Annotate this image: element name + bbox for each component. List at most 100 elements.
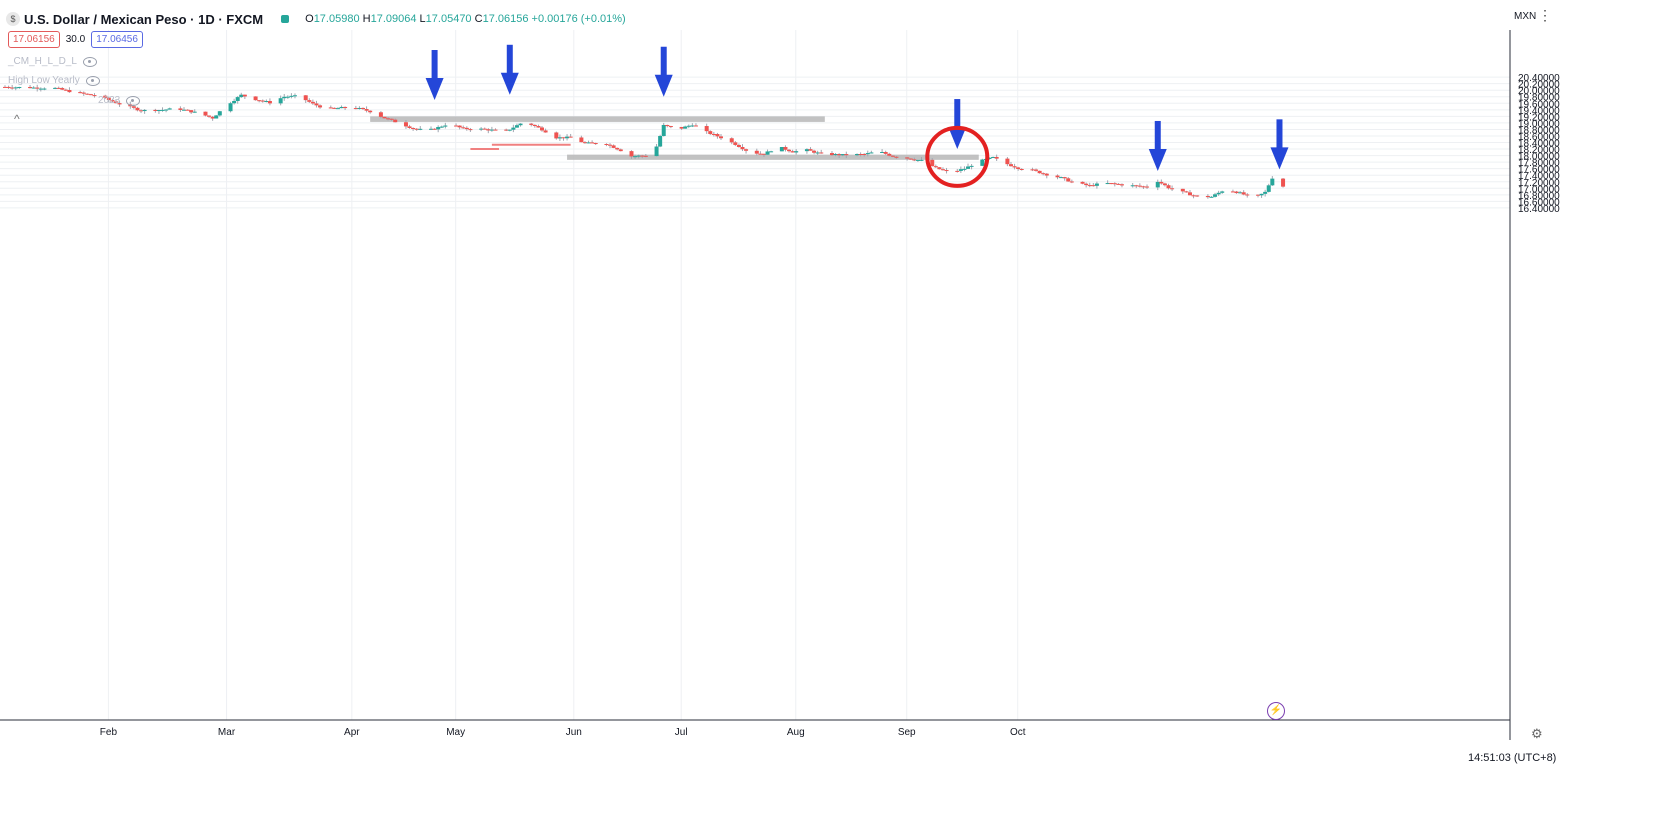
candle-body xyxy=(604,144,609,146)
candle-body xyxy=(429,128,434,130)
hide-eye-icon[interactable] xyxy=(126,95,141,106)
candle-body xyxy=(1184,191,1189,193)
candle-body xyxy=(439,126,444,128)
time-tick-label: Jun xyxy=(566,727,582,738)
candle-body xyxy=(1112,183,1117,185)
candle-body xyxy=(679,126,684,129)
symbol-title[interactable]: U.S. Dollar / Mexican Peso · 1D · FXCM xyxy=(24,11,264,27)
candle-body xyxy=(615,147,620,150)
candle-body xyxy=(787,149,792,152)
clock-time[interactable]: 14:51:03 (UTC+8) xyxy=(1468,752,1557,764)
candle-body xyxy=(1080,181,1085,184)
candle-body xyxy=(1087,185,1092,187)
candle-body xyxy=(267,101,272,104)
arrow-shaft xyxy=(431,50,438,81)
axes: 20.4000020.2000020.0000019.8000019.60000… xyxy=(0,30,1560,740)
candle-body xyxy=(210,116,215,119)
time-tick-label: Sep xyxy=(898,727,916,738)
candle-body xyxy=(167,108,172,110)
candle-body xyxy=(1266,185,1271,192)
candle-body xyxy=(10,87,15,89)
candle-body xyxy=(704,126,709,132)
candle-body xyxy=(1119,184,1124,186)
candle-body xyxy=(686,125,691,127)
candle-body xyxy=(554,132,559,139)
candle-body xyxy=(13,87,18,89)
arrow-head xyxy=(500,72,519,95)
highlight-circle xyxy=(925,125,990,188)
candle-body xyxy=(1216,192,1221,195)
candle-body xyxy=(693,125,698,127)
candle-body xyxy=(779,147,784,152)
candle-body xyxy=(457,125,462,128)
candle-body xyxy=(930,159,935,167)
candle-body xyxy=(719,136,723,139)
candle-body xyxy=(840,154,845,156)
candle-body xyxy=(42,88,47,90)
candle-body xyxy=(1066,178,1071,182)
price-tick-label: 18.40000 xyxy=(1518,139,1560,150)
candle-body xyxy=(182,109,186,111)
candle-body xyxy=(414,128,419,130)
candle-body xyxy=(1044,173,1049,176)
candle-body xyxy=(536,126,541,128)
candle-body xyxy=(819,152,824,154)
hide-eye-icon[interactable] xyxy=(85,75,100,86)
candle-body xyxy=(958,169,963,171)
indicator-3-label: 2023 xyxy=(98,95,121,106)
candle-body xyxy=(790,151,795,153)
candle-body xyxy=(661,124,666,136)
bolt-icon[interactable]: ⚡ xyxy=(1267,702,1285,720)
candle-body xyxy=(192,111,197,113)
candle-body xyxy=(364,109,369,111)
candle-body xyxy=(178,108,183,110)
candle-body xyxy=(1062,177,1067,179)
candle-body xyxy=(335,108,340,110)
price-tick-label: 20.00000 xyxy=(1518,86,1560,97)
indicator-3[interactable]: 2023 xyxy=(98,95,141,106)
buy-price-button[interactable]: 17.06456 xyxy=(91,31,143,48)
candle-body xyxy=(915,159,920,161)
candle-body xyxy=(1195,195,1200,197)
indicator-1[interactable]: _CM_H_L_D_L xyxy=(8,56,97,67)
candle-body xyxy=(894,156,899,158)
settings-gear-icon[interactable]: ⚙ xyxy=(1531,726,1543,741)
candle-body xyxy=(110,100,115,102)
candle-body xyxy=(561,137,566,139)
candle-body xyxy=(912,159,917,161)
candle-body xyxy=(214,115,219,119)
candle-body xyxy=(654,146,659,157)
resistance-zone xyxy=(370,116,825,122)
time-tick-label: May xyxy=(446,727,465,738)
indicator-2[interactable]: High Low Yearly xyxy=(8,75,100,86)
down-arrow-icon xyxy=(948,99,967,150)
sell-price-button[interactable]: 17.06156 xyxy=(8,31,60,48)
candle-body xyxy=(207,115,212,117)
hide-eye-icon[interactable] xyxy=(82,56,97,67)
candle-body xyxy=(103,95,108,98)
candle-body xyxy=(590,142,595,144)
price-tick-label: 19.80000 xyxy=(1518,93,1560,104)
candle-body xyxy=(38,88,43,90)
candle-body xyxy=(844,154,849,156)
candle-body xyxy=(260,100,265,102)
candle-body xyxy=(962,168,967,170)
collapse-legend-icon[interactable]: ^ xyxy=(14,112,20,126)
price-tick-label: 17.40000 xyxy=(1518,171,1560,182)
candle-body xyxy=(1166,185,1171,189)
candle-body xyxy=(78,92,83,94)
candle-body xyxy=(829,153,834,156)
candle-body xyxy=(1213,194,1218,197)
candle-body xyxy=(729,138,734,143)
more-menu-icon[interactable]: ⋮ xyxy=(1538,7,1552,23)
currency-label[interactable]: MXN xyxy=(1514,11,1537,22)
arrow-head xyxy=(1270,147,1289,170)
price-tick-label: 16.60000 xyxy=(1518,197,1560,208)
candle-body xyxy=(53,87,58,89)
candle-body xyxy=(683,126,688,129)
price-tick-label: 17.20000 xyxy=(1518,178,1560,189)
candle-body xyxy=(862,154,867,156)
candle-body xyxy=(1281,178,1286,187)
